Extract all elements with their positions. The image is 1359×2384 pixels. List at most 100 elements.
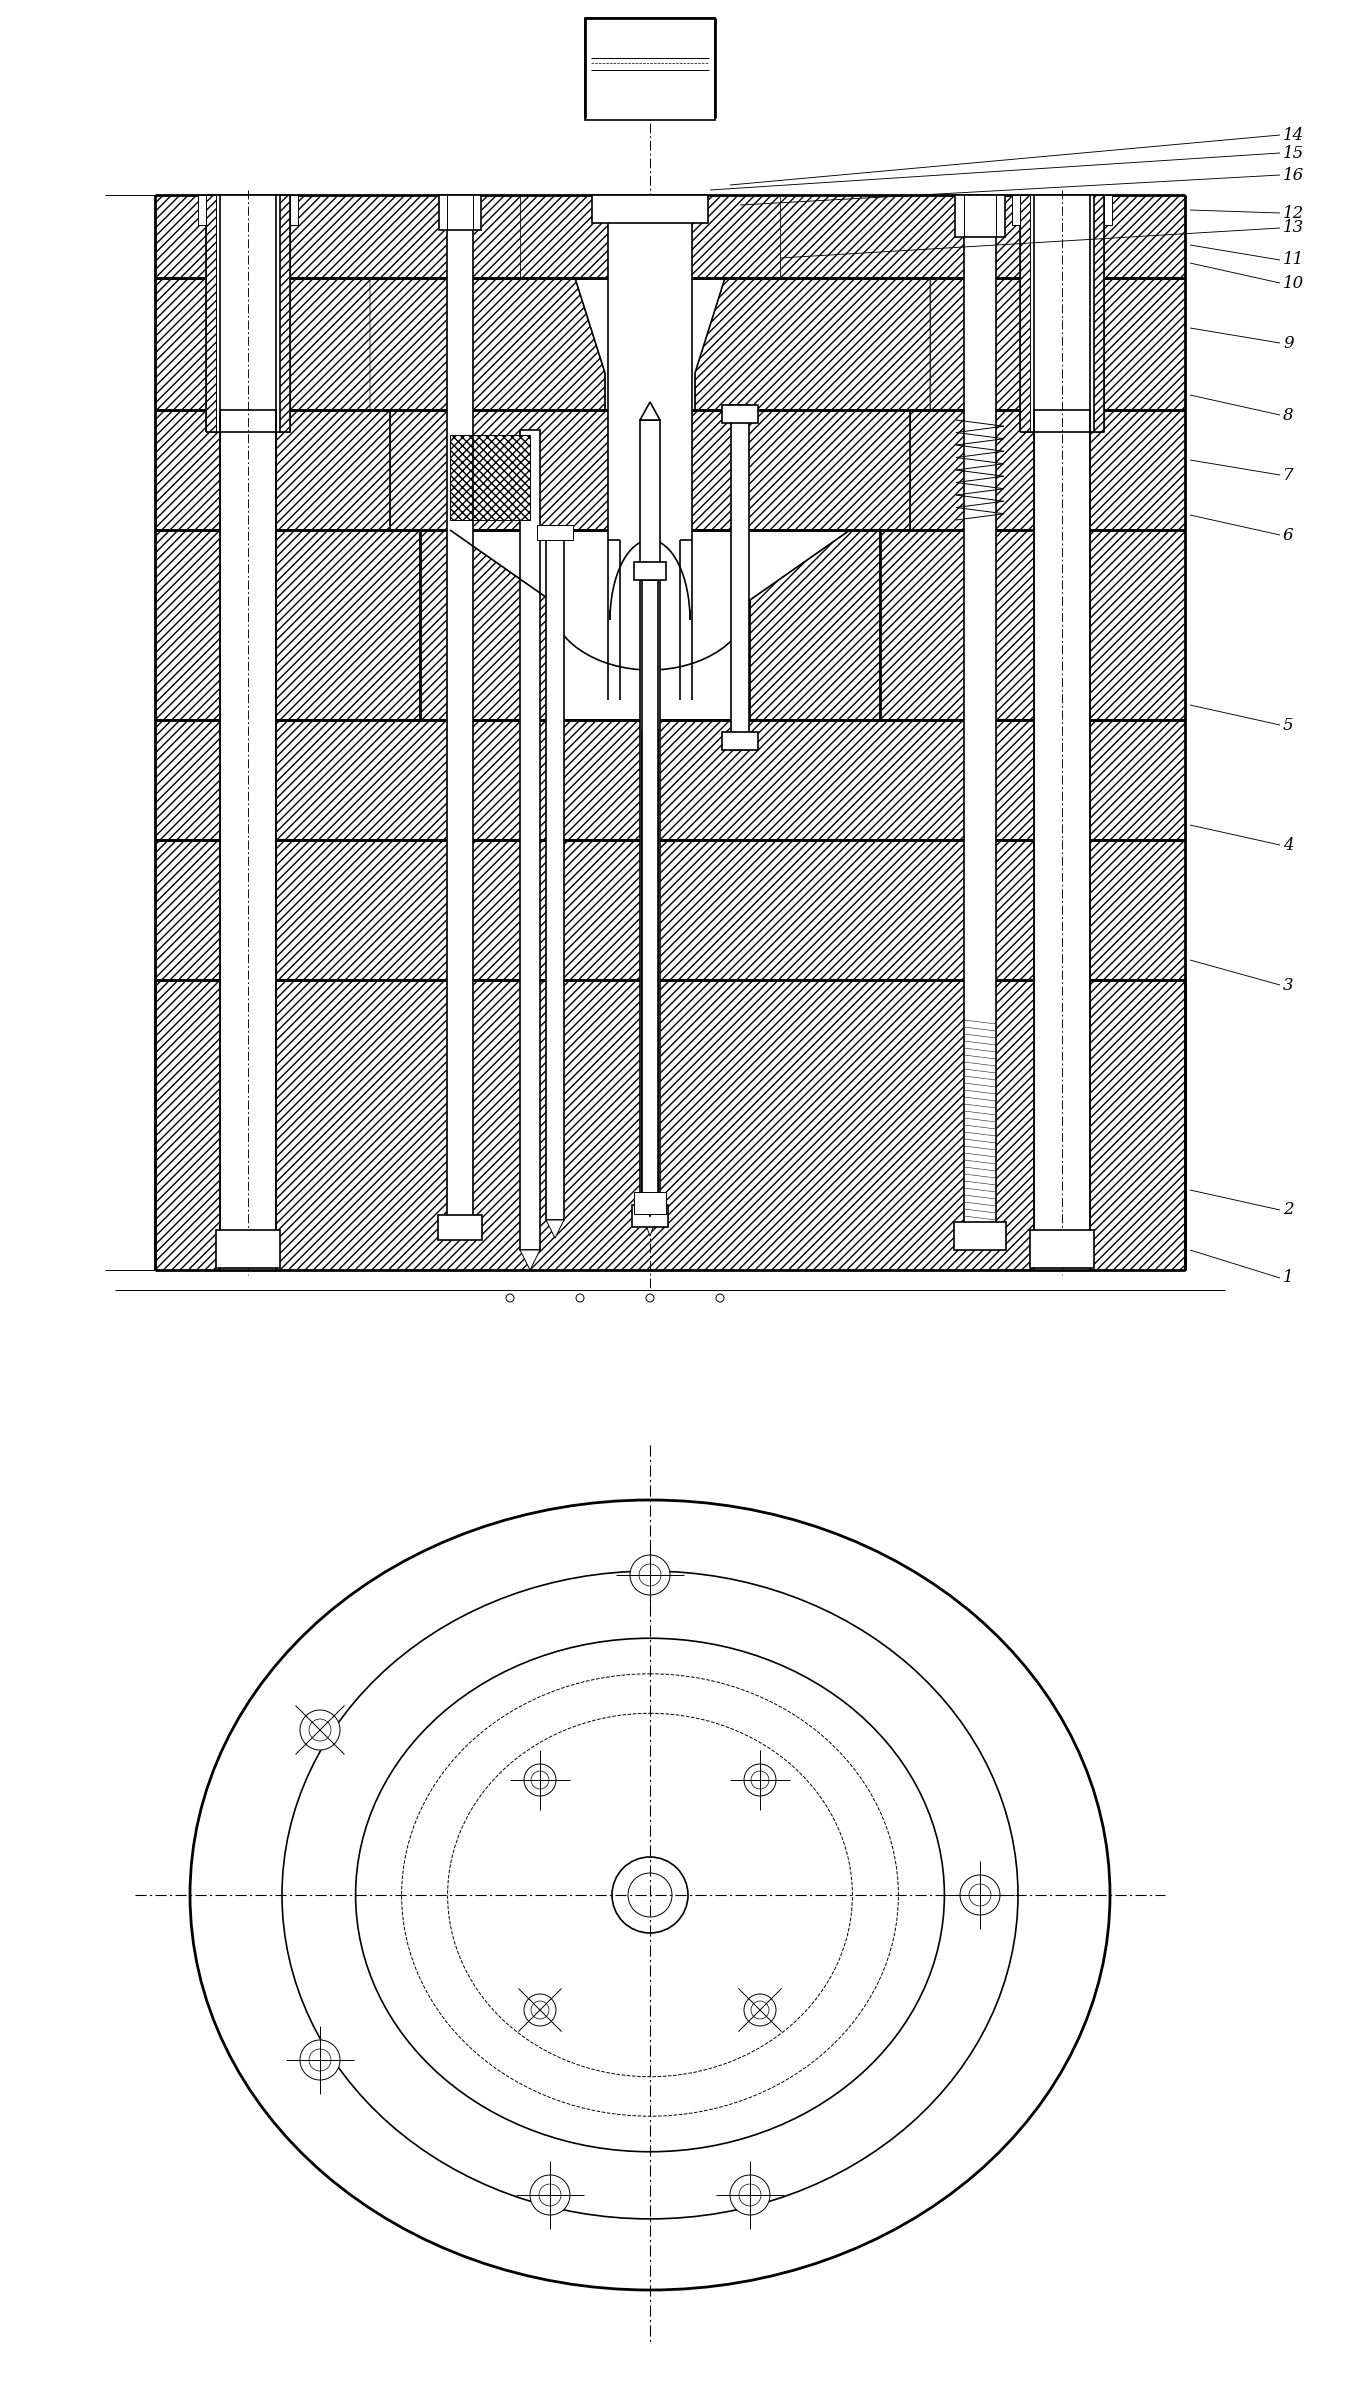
Bar [520, 195, 780, 279]
Circle shape [531, 2000, 549, 2019]
Bar [1012, 195, 1021, 224]
Bar [722, 732, 758, 751]
Bar [1034, 720, 1090, 839]
Polygon shape [641, 1194, 658, 1216]
Text: 14: 14 [1283, 126, 1305, 143]
Circle shape [969, 1883, 991, 1905]
Text: 13: 13 [1283, 219, 1305, 236]
Bar [1034, 410, 1090, 1271]
Ellipse shape [190, 1500, 1110, 2291]
Ellipse shape [283, 1571, 1018, 2220]
Polygon shape [420, 529, 881, 720]
Circle shape [530, 2174, 569, 2215]
Bar [881, 529, 1185, 720]
Bar [198, 195, 207, 224]
Bar [537, 524, 573, 541]
Circle shape [730, 2174, 771, 2215]
Text: 16: 16 [1283, 167, 1305, 184]
Bar [520, 429, 540, 1249]
Bar [216, 1230, 280, 1268]
Bar [954, 1223, 1006, 1249]
Bar [207, 195, 289, 432]
Bar [447, 195, 473, 1240]
Text: 8: 8 [1283, 408, 1294, 424]
Bar [438, 1216, 482, 1240]
Circle shape [308, 1719, 332, 1740]
Bar [731, 405, 749, 751]
Bar [640, 420, 660, 1211]
Circle shape [646, 1295, 654, 1302]
Bar [964, 195, 996, 1244]
Text: 2: 2 [1283, 1202, 1294, 1218]
Bar [439, 195, 481, 229]
Circle shape [752, 2000, 769, 2019]
Circle shape [540, 2184, 561, 2205]
Text: 3: 3 [1283, 977, 1294, 994]
Polygon shape [520, 1249, 540, 1271]
Circle shape [612, 1857, 688, 1933]
Circle shape [531, 1771, 549, 1788]
Circle shape [506, 1295, 514, 1302]
Circle shape [631, 1554, 670, 1595]
Bar [641, 730, 658, 1211]
Ellipse shape [402, 1674, 898, 2117]
Polygon shape [640, 403, 660, 420]
Bar [607, 195, 692, 701]
Bar [1104, 195, 1112, 224]
Bar [155, 720, 1185, 839]
Bar [1034, 980, 1090, 1271]
Bar [155, 195, 520, 279]
Bar [632, 1204, 669, 1228]
Bar [955, 195, 1006, 236]
Bar [1030, 1230, 1094, 1268]
Text: 11: 11 [1283, 250, 1305, 269]
Bar [1030, 195, 1094, 432]
Polygon shape [370, 279, 930, 410]
Bar [593, 195, 708, 224]
Bar [641, 579, 658, 1194]
Circle shape [743, 1764, 776, 1795]
Text: 1: 1 [1283, 1271, 1294, 1287]
Bar [450, 434, 530, 520]
Circle shape [716, 1295, 724, 1302]
Bar [220, 410, 276, 1271]
Text: 10: 10 [1283, 274, 1305, 291]
Bar [722, 405, 758, 422]
Text: 9: 9 [1283, 334, 1294, 350]
Polygon shape [641, 1213, 658, 1235]
Ellipse shape [447, 1714, 852, 2076]
Bar [155, 279, 370, 410]
Circle shape [525, 1993, 556, 2026]
Bar [635, 563, 666, 579]
Polygon shape [546, 1221, 564, 1237]
Bar [220, 980, 276, 1271]
Bar [546, 541, 564, 1221]
Bar [930, 279, 1185, 410]
Bar [155, 980, 1185, 1271]
Circle shape [576, 1295, 584, 1302]
Ellipse shape [356, 1638, 945, 2153]
Bar [1021, 195, 1104, 432]
Bar [220, 839, 276, 980]
Circle shape [300, 2041, 340, 2079]
Text: 6: 6 [1283, 527, 1294, 544]
Circle shape [743, 1993, 776, 2026]
Text: 15: 15 [1283, 145, 1305, 162]
Bar [1034, 839, 1090, 980]
Text: 5: 5 [1283, 718, 1294, 734]
Circle shape [739, 2184, 761, 2205]
Bar [289, 195, 298, 224]
Text: 4: 4 [1283, 837, 1294, 853]
Bar [780, 195, 1185, 279]
Circle shape [525, 1764, 556, 1795]
Bar [911, 410, 1185, 529]
Bar [155, 529, 420, 720]
Text: 7: 7 [1283, 467, 1294, 484]
Text: 12: 12 [1283, 205, 1305, 222]
Circle shape [639, 1564, 660, 1585]
Bar [390, 410, 911, 529]
Circle shape [300, 1709, 340, 1750]
Bar [155, 410, 390, 529]
Circle shape [308, 2048, 332, 2072]
Bar [584, 19, 715, 119]
